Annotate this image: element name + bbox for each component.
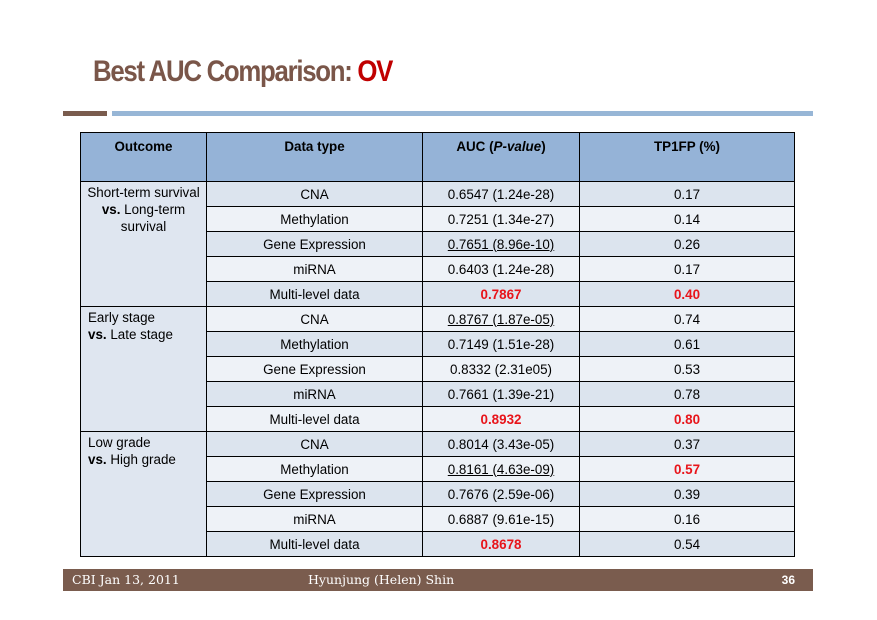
tp1fp-cell: 0.54: [579, 531, 795, 557]
tp1fp-cell: 0.26: [579, 231, 795, 257]
auc-cell: 0.8161 (4.63e-09): [422, 456, 580, 482]
slide-title-highlight: OV: [357, 55, 393, 88]
slide-title: Best AUC Comparison: OV: [93, 55, 393, 89]
data-type-cell: CNA: [206, 306, 423, 332]
tp1fp-cell: 0.53: [579, 356, 795, 382]
table-row: Multi-level data 0.8932 0.80: [81, 406, 795, 432]
title-rule-right: [112, 111, 813, 116]
tp1fp-cell: 0.80: [579, 406, 795, 432]
slide-title-main: Best AUC Comparison:: [93, 55, 358, 88]
table-row: Methylation 0.7149 (1.51e-28) 0.61: [81, 331, 795, 357]
outcome-cell: Early stage vs. Late stage: [80, 306, 207, 432]
tp1fp-cell: 0.78: [579, 381, 795, 407]
table-row: Low grade vs. High grade CNA 0.8014 (3.43…: [80, 431, 795, 557]
title-rule-left: [63, 111, 107, 116]
data-type-cell: miRNA: [206, 381, 423, 407]
tp1fp-cell: 0.14: [579, 206, 795, 232]
data-type-cell: CNA: [206, 181, 423, 207]
outcome-cell: Low grade vs. High grade: [80, 431, 207, 557]
table-row: Short-term survival vs. Long-term surviva…: [80, 181, 795, 307]
auc-cell: 0.6403 (1.24e-28): [422, 256, 580, 282]
auc-cell: 0.7651 (8.96e-10): [422, 231, 580, 257]
tp1fp-cell: 0.39: [579, 481, 795, 507]
tp1fp-cell: 0.17: [579, 181, 795, 207]
tp1fp-cell: 0.40: [579, 281, 795, 307]
table-header-row: Outcome Data type AUC (P-value) TP1FP (%…: [80, 132, 795, 182]
auc-cell: 0.7867: [422, 281, 580, 307]
table-row: Multi-level data 0.8678 0.54: [81, 531, 795, 557]
tp1fp-cell: 0.74: [579, 306, 795, 332]
auc-cell: 0.8767 (1.87e-05): [422, 306, 580, 332]
data-type-cell: Multi-level data: [206, 281, 423, 307]
table-row: Early stage vs. Late stage CNA 0.8767 (1.…: [80, 306, 795, 432]
auc-cell: 0.6547 (1.24e-28): [422, 181, 580, 207]
footer-date: CBI Jan 13, 2011: [72, 572, 180, 587]
auc-cell: 0.8014 (3.43e-05): [422, 431, 580, 457]
data-type-cell: Methylation: [206, 331, 423, 357]
header-data-type: Data type: [206, 132, 423, 182]
footer-author: Hyunjung (Helen) Shin: [308, 572, 455, 587]
auc-cell: 0.7251 (1.34e-27): [422, 206, 580, 232]
data-type-cell: Methylation: [206, 456, 423, 482]
header-tp1fp: TP1FP (%): [579, 132, 795, 182]
outcome-cell: Short-term survival vs. Long-term surviva…: [80, 181, 207, 307]
auc-cell: 0.6887 (9.61e-15): [422, 506, 580, 532]
table-row: Methylation 0.8161 (4.63e-09) 0.57: [81, 456, 795, 482]
table-row: miRNA 0.6403 (1.24e-28) 0.17: [81, 256, 795, 282]
table-row: miRNA 0.7661 (1.39e-21) 0.78: [81, 381, 795, 407]
auc-cell: 0.8332 (2.31e05): [422, 356, 580, 382]
tp1fp-cell: 0.57: [579, 456, 795, 482]
data-type-cell: CNA: [206, 431, 423, 457]
data-type-cell: Gene Expression: [206, 481, 423, 507]
data-type-cell: Gene Expression: [206, 231, 423, 257]
data-type-cell: miRNA: [206, 256, 423, 282]
tp1fp-cell: 0.61: [579, 331, 795, 357]
data-type-cell: miRNA: [206, 506, 423, 532]
table-row: Gene Expression 0.7651 (8.96e-10) 0.26: [81, 231, 795, 257]
data-type-cell: Methylation: [206, 206, 423, 232]
tp1fp-cell: 0.16: [579, 506, 795, 532]
table-row: Methylation 0.7251 (1.34e-27) 0.14: [81, 206, 795, 232]
data-type-cell: Multi-level data: [206, 406, 423, 432]
header-outcome: Outcome: [80, 132, 207, 182]
auc-cell: 0.7661 (1.39e-21): [422, 381, 580, 407]
auc-cell: 0.7676 (2.59e-06): [422, 481, 580, 507]
auc-comparison-table: Outcome Data type AUC (P-value) TP1FP (%…: [80, 132, 795, 557]
tp1fp-cell: 0.17: [579, 256, 795, 282]
slide-footer: CBI Jan 13, 2011 Hyunjung (Helen) Shin 3…: [63, 569, 813, 591]
data-type-cell: Gene Expression: [206, 356, 423, 382]
auc-cell: 0.7149 (1.51e-28): [422, 331, 580, 357]
auc-cell: 0.8678: [422, 531, 580, 557]
auc-cell: 0.8932: [422, 406, 580, 432]
table-row: Multi-level data 0.7867 0.40: [81, 281, 795, 307]
tp1fp-cell: 0.37: [579, 431, 795, 457]
header-auc: AUC (P-value): [422, 132, 580, 182]
page-number: 36: [781, 573, 795, 587]
table-row: miRNA 0.6887 (9.61e-15) 0.16: [81, 506, 795, 532]
data-type-cell: Multi-level data: [206, 531, 423, 557]
